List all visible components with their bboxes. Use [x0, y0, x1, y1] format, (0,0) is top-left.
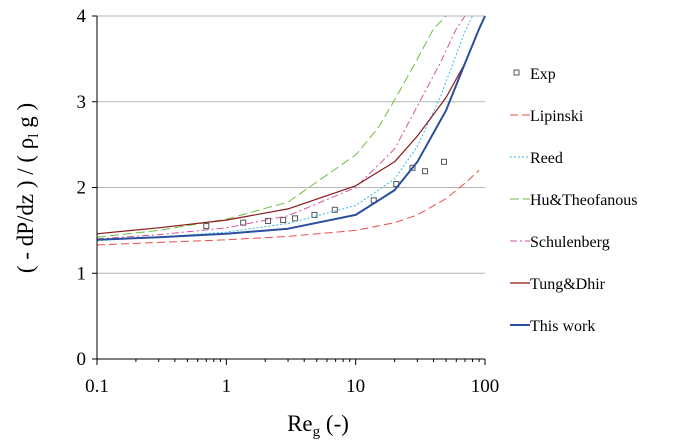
legend-hu-theofanous-label: Hu&Theofanous — [530, 192, 638, 209]
lipinski-line — [96, 169, 480, 246]
exp-point — [292, 215, 299, 222]
exp-point — [203, 223, 210, 230]
plot-series — [96, 15, 486, 246]
x-tick-label: 0.1 — [85, 376, 109, 397]
exp-point — [331, 206, 338, 213]
legend-tung-dhir-label: Tung&Dhir — [530, 276, 606, 293]
tung-dhir-line — [96, 15, 486, 235]
x-tick-label: 100 — [471, 376, 500, 397]
legend-reed-label: Reed — [530, 150, 563, 167]
y-tick-label: 4 — [77, 6, 87, 27]
reed-line — [96, 15, 473, 242]
x-axis-title: Reg (-) — [287, 411, 349, 440]
exp-point — [280, 217, 287, 224]
x-tick-label: 10 — [346, 376, 365, 397]
legend-exp-marker — [513, 69, 520, 76]
axes — [92, 15, 486, 365]
legend-exp-label: Exp — [530, 66, 556, 83]
tick-labels: 0 1 2 3 4 0.1 1 10 100 — [77, 6, 500, 397]
exp-point — [311, 211, 318, 218]
exp-point — [441, 158, 448, 165]
legend-schulenberg-label: Schulenberg — [530, 234, 610, 251]
y-tick-label: 0 — [77, 349, 87, 370]
legend: Exp Lipinski Reed Hu&Theofanous Schulenberg T… — [510, 66, 638, 335]
y-tick-label: 1 — [77, 263, 87, 284]
exp-point — [240, 219, 247, 226]
exp-point — [422, 168, 429, 175]
legend-lipinski-label: Lipinski — [530, 108, 584, 125]
this-work-line — [96, 15, 486, 241]
y-axis-title: ( - dP/dz ) / ( ρl g ) — [13, 103, 42, 273]
exp-point — [409, 164, 416, 171]
hu-theofanous-line — [96, 15, 447, 238]
schulenberg-line — [96, 15, 466, 240]
exp-point — [265, 217, 272, 224]
gridlines — [97, 15, 485, 274]
y-tick-label: 2 — [77, 178, 87, 199]
legend-this-work-label: This work — [530, 318, 595, 335]
x-tick-label: 1 — [222, 376, 232, 397]
y-tick-label: 3 — [77, 92, 87, 113]
